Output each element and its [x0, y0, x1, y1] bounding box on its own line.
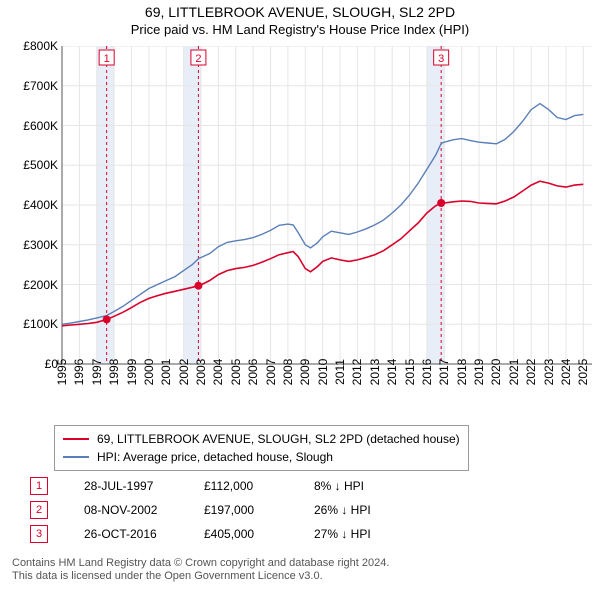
x-axis-tick-label: 1999 — [125, 359, 139, 386]
x-axis-tick-label: 1998 — [107, 359, 121, 386]
chart-title: 69, LITTLEBROOK AVENUE, SLOUGH, SL2 2PD — [0, 4, 600, 20]
attribution-footer: Contains HM Land Registry data © Crown c… — [12, 557, 389, 585]
legend-swatch-icon — [63, 438, 89, 440]
x-axis-tick-label: 1995 — [55, 359, 69, 386]
x-axis-tick-label: 2013 — [368, 359, 382, 386]
x-axis-tick-label: 2011 — [333, 359, 347, 385]
event-date: 28-JUL-1997 — [84, 479, 204, 493]
x-axis-tick-label: 2003 — [194, 359, 208, 386]
event-price: £405,000 — [204, 527, 314, 541]
event-price: £112,000 — [204, 479, 314, 493]
event-hpi-diff: 8% ↓ HPI — [314, 479, 364, 493]
x-axis-tick-label: 2012 — [350, 359, 364, 386]
x-axis-tick-label: 2022 — [524, 359, 538, 386]
svg-text:2: 2 — [195, 53, 201, 65]
x-axis-tick-label: 2024 — [559, 359, 573, 386]
y-axis-tick-label: £300K — [23, 238, 58, 252]
event-badge: 3 — [30, 525, 48, 543]
x-axis-tick-label: 2019 — [472, 359, 486, 386]
footer-line-1: Contains HM Land Registry data © Crown c… — [12, 557, 389, 571]
x-axis-tick-label: 2009 — [298, 359, 312, 386]
chart-subtitle: Price paid vs. HM Land Registry's House … — [0, 22, 600, 37]
legend-item: 69, LITTLEBROOK AVENUE, SLOUGH, SL2 2PD … — [63, 430, 460, 448]
y-axis-tick-label: £700K — [23, 79, 58, 93]
x-axis-tick-label: 2002 — [177, 359, 191, 386]
x-axis-tick-label: 2023 — [542, 359, 556, 386]
x-axis-tick-label: 1997 — [90, 359, 104, 386]
event-badge: 2 — [30, 501, 48, 519]
x-axis-tick-label: 2025 — [576, 359, 590, 386]
x-axis-tick-label: 1996 — [72, 359, 86, 386]
events-table: 1 28-JUL-1997£112,0008% ↓ HPI 2 08-NOV-2002… — [30, 474, 371, 546]
legend: 69, LITTLEBROOK AVENUE, SLOUGH, SL2 2PD … — [54, 425, 469, 471]
y-axis-tick-label: £800K — [23, 39, 58, 53]
x-axis-tick-label: 2016 — [420, 359, 434, 386]
page: 69, LITTLEBROOK AVENUE, SLOUGH, SL2 2PD … — [0, 0, 600, 590]
y-axis-tick-label: £500K — [23, 158, 58, 172]
legend-item: HPI: Average price, detached house, Slou… — [63, 448, 460, 466]
x-axis-tick-label: 2017 — [437, 359, 451, 386]
event-date: 26-OCT-2016 — [84, 527, 204, 541]
chart: 123£0£100K£200K£300K£400K£500K£600K£700K… — [10, 46, 600, 419]
event-price: £197,000 — [204, 503, 314, 517]
event-badge: 1 — [30, 477, 48, 495]
y-axis-tick-label: £600K — [23, 119, 58, 133]
y-axis-tick-label: £400K — [23, 198, 58, 212]
event-row: 1 28-JUL-1997£112,0008% ↓ HPI — [30, 474, 371, 498]
event-row: 2 08-NOV-2002£197,00026% ↓ HPI — [30, 498, 371, 522]
legend-swatch-icon — [63, 456, 89, 458]
event-row: 3 26-OCT-2016£405,00027% ↓ HPI — [30, 522, 371, 546]
x-axis-tick-label: 2018 — [455, 359, 469, 386]
y-axis-tick-label: £100K — [23, 317, 58, 331]
event-hpi-diff: 27% ↓ HPI — [314, 527, 371, 541]
title-block: 69, LITTLEBROOK AVENUE, SLOUGH, SL2 2PD … — [0, 0, 600, 37]
x-axis-tick-label: 2001 — [159, 359, 173, 386]
footer-line-2: This data is licensed under the Open Gov… — [12, 570, 389, 584]
x-axis-tick-label: 2015 — [403, 359, 417, 386]
legend-label: 69, LITTLEBROOK AVENUE, SLOUGH, SL2 2PD … — [97, 432, 460, 446]
x-axis-tick-label: 2021 — [507, 359, 521, 386]
x-axis-tick-label: 2007 — [264, 359, 278, 386]
y-axis-tick-label: £200K — [23, 278, 58, 292]
x-axis-tick-label: 2004 — [211, 359, 225, 386]
x-axis-tick-label: 2005 — [229, 359, 243, 386]
x-axis-tick-label: 2008 — [281, 359, 295, 386]
x-axis-tick-label: 2010 — [316, 359, 330, 386]
x-axis-tick-label: 2006 — [246, 359, 260, 386]
event-date: 08-NOV-2002 — [84, 503, 204, 517]
x-axis-tick-label: 2020 — [489, 359, 503, 386]
svg-text:1: 1 — [104, 53, 110, 65]
svg-text:3: 3 — [438, 53, 444, 65]
legend-label: HPI: Average price, detached house, Slou… — [97, 450, 333, 464]
x-axis-tick-label: 2014 — [385, 359, 399, 386]
x-axis-tick-label: 2000 — [142, 359, 156, 386]
event-hpi-diff: 26% ↓ HPI — [314, 503, 371, 517]
